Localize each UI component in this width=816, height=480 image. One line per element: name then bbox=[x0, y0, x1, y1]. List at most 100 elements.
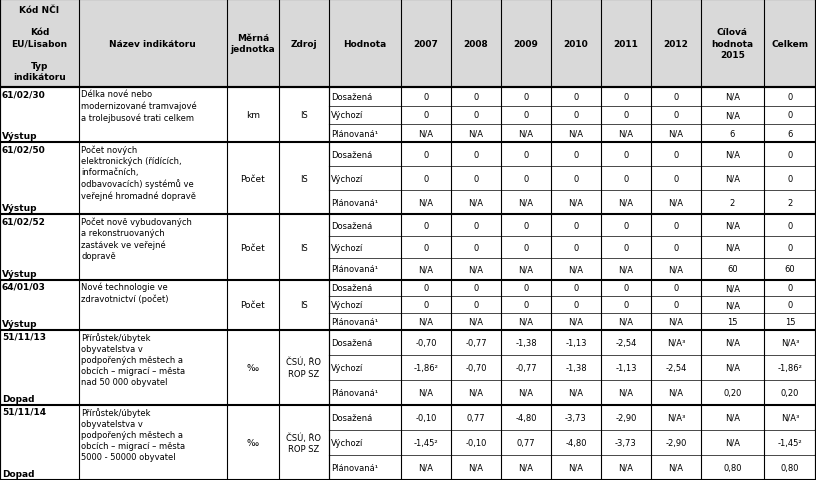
Text: N/A: N/A bbox=[619, 463, 633, 472]
Text: Cílová
hodnota
2015: Cílová hodnota 2015 bbox=[712, 28, 753, 60]
Text: 0: 0 bbox=[523, 175, 529, 183]
Text: -2,90: -2,90 bbox=[615, 413, 636, 422]
Text: -0,10: -0,10 bbox=[415, 413, 437, 422]
Text: 2: 2 bbox=[730, 199, 735, 207]
Text: ‰: ‰ bbox=[246, 438, 259, 447]
Text: 0: 0 bbox=[473, 111, 479, 120]
Text: 0: 0 bbox=[623, 111, 628, 120]
Text: N/A: N/A bbox=[725, 243, 740, 252]
Text: 0: 0 bbox=[673, 111, 679, 120]
Text: N/A: N/A bbox=[619, 388, 633, 397]
Text: Výstup: Výstup bbox=[2, 132, 38, 141]
Text: Počet nově vybudovaných
a rekonstruovaných
zastávek ve veřejné
dopravě: Počet nově vybudovaných a rekonstruovaný… bbox=[81, 217, 192, 260]
Text: Výstup: Výstup bbox=[2, 204, 38, 213]
Text: Kód NČI

Kód
EU/Lisabon

Typ
indikátoru: Kód NČI Kód EU/Lisabon Typ indikátoru bbox=[11, 6, 68, 82]
Text: N/A: N/A bbox=[419, 388, 433, 397]
Text: 60: 60 bbox=[784, 264, 795, 274]
Text: N/A: N/A bbox=[725, 338, 740, 347]
Text: N/A: N/A bbox=[725, 284, 740, 293]
Text: N/A: N/A bbox=[725, 363, 740, 372]
Text: 0: 0 bbox=[623, 284, 628, 293]
Text: N/A³: N/A³ bbox=[667, 413, 685, 422]
Text: 0: 0 bbox=[473, 151, 479, 159]
Text: 0: 0 bbox=[623, 151, 628, 159]
Text: N/A: N/A bbox=[619, 199, 633, 207]
Text: N/A: N/A bbox=[668, 264, 684, 274]
Bar bbox=[0, 330, 816, 405]
Text: Dopad: Dopad bbox=[2, 469, 34, 478]
Text: N/A: N/A bbox=[569, 317, 583, 326]
Text: Výstup: Výstup bbox=[2, 319, 38, 328]
Bar bbox=[0, 280, 816, 330]
Text: 0: 0 bbox=[473, 243, 479, 252]
Text: N/A: N/A bbox=[468, 388, 484, 397]
Text: N/A: N/A bbox=[668, 388, 684, 397]
Text: N/A: N/A bbox=[725, 111, 740, 120]
Text: Dopad: Dopad bbox=[2, 394, 34, 403]
Text: Výchozí: Výchozí bbox=[331, 300, 363, 310]
Text: 0: 0 bbox=[574, 243, 579, 252]
Text: N/A³: N/A³ bbox=[667, 338, 685, 347]
Text: Dosažená: Dosažená bbox=[331, 413, 372, 422]
Text: 0: 0 bbox=[673, 93, 679, 102]
Text: Dosažená: Dosažená bbox=[331, 338, 372, 347]
Text: N/A³: N/A³ bbox=[781, 413, 799, 422]
Text: 2009: 2009 bbox=[513, 39, 539, 48]
Text: Výchozí: Výchozí bbox=[331, 438, 363, 447]
Text: N/A: N/A bbox=[419, 463, 433, 472]
Text: 0: 0 bbox=[424, 93, 428, 102]
Text: N/A: N/A bbox=[725, 413, 740, 422]
Text: 61/02/52: 61/02/52 bbox=[2, 217, 46, 226]
Text: 0: 0 bbox=[574, 284, 579, 293]
Text: 0,77: 0,77 bbox=[517, 438, 535, 447]
Text: 0: 0 bbox=[424, 221, 428, 230]
Text: 0: 0 bbox=[787, 175, 792, 183]
Text: -0,70: -0,70 bbox=[415, 338, 437, 347]
Text: 2008: 2008 bbox=[463, 39, 488, 48]
Text: 0: 0 bbox=[424, 111, 428, 120]
Text: N/A: N/A bbox=[569, 463, 583, 472]
Text: Dosažená: Dosažená bbox=[331, 93, 372, 102]
Text: 0: 0 bbox=[574, 111, 579, 120]
Text: -1,45²: -1,45² bbox=[414, 438, 438, 447]
Text: N/A: N/A bbox=[518, 388, 534, 397]
Text: Zdroj: Zdroj bbox=[290, 39, 317, 48]
Text: IS: IS bbox=[300, 243, 308, 252]
Text: N/A: N/A bbox=[619, 264, 633, 274]
Text: Hodnota: Hodnota bbox=[344, 39, 387, 48]
Text: 0: 0 bbox=[787, 111, 792, 120]
Bar bbox=[0, 215, 816, 280]
Text: N/A: N/A bbox=[518, 199, 534, 207]
Text: 2007: 2007 bbox=[414, 39, 438, 48]
Text: N/A: N/A bbox=[518, 264, 534, 274]
Text: -1,45²: -1,45² bbox=[778, 438, 802, 447]
Text: -2,90: -2,90 bbox=[665, 438, 686, 447]
Text: Plánovaná¹: Plánovaná¹ bbox=[331, 199, 378, 207]
Bar bbox=[0, 88, 816, 143]
Text: N/A: N/A bbox=[668, 199, 684, 207]
Text: N/A: N/A bbox=[518, 463, 534, 472]
Text: 0: 0 bbox=[574, 221, 579, 230]
Text: N/A: N/A bbox=[518, 317, 534, 326]
Text: 0: 0 bbox=[574, 93, 579, 102]
Text: 0: 0 bbox=[523, 111, 529, 120]
Text: Název indikátoru: Název indikátoru bbox=[109, 39, 196, 48]
Text: N/A: N/A bbox=[725, 175, 740, 183]
Text: 0: 0 bbox=[424, 151, 428, 159]
Text: 0: 0 bbox=[623, 93, 628, 102]
Text: -4,80: -4,80 bbox=[565, 438, 587, 447]
Text: -1,13: -1,13 bbox=[565, 338, 587, 347]
Text: 0: 0 bbox=[673, 243, 679, 252]
Text: IS: IS bbox=[300, 175, 308, 183]
Bar bbox=[0, 143, 816, 215]
Text: 2: 2 bbox=[787, 199, 792, 207]
Text: 2012: 2012 bbox=[663, 39, 689, 48]
Text: 0,20: 0,20 bbox=[781, 388, 799, 397]
Text: 15: 15 bbox=[727, 317, 738, 326]
Bar bbox=[0, 0, 816, 88]
Text: Počet: Počet bbox=[241, 243, 265, 252]
Text: Výchozí: Výchozí bbox=[331, 111, 363, 120]
Text: Délka nové nebo
modernizované tramvajové
a trolejbusové trati celkem: Délka nové nebo modernizované tramvajové… bbox=[81, 90, 197, 122]
Text: N/A: N/A bbox=[668, 129, 684, 138]
Text: 0,77: 0,77 bbox=[467, 413, 486, 422]
